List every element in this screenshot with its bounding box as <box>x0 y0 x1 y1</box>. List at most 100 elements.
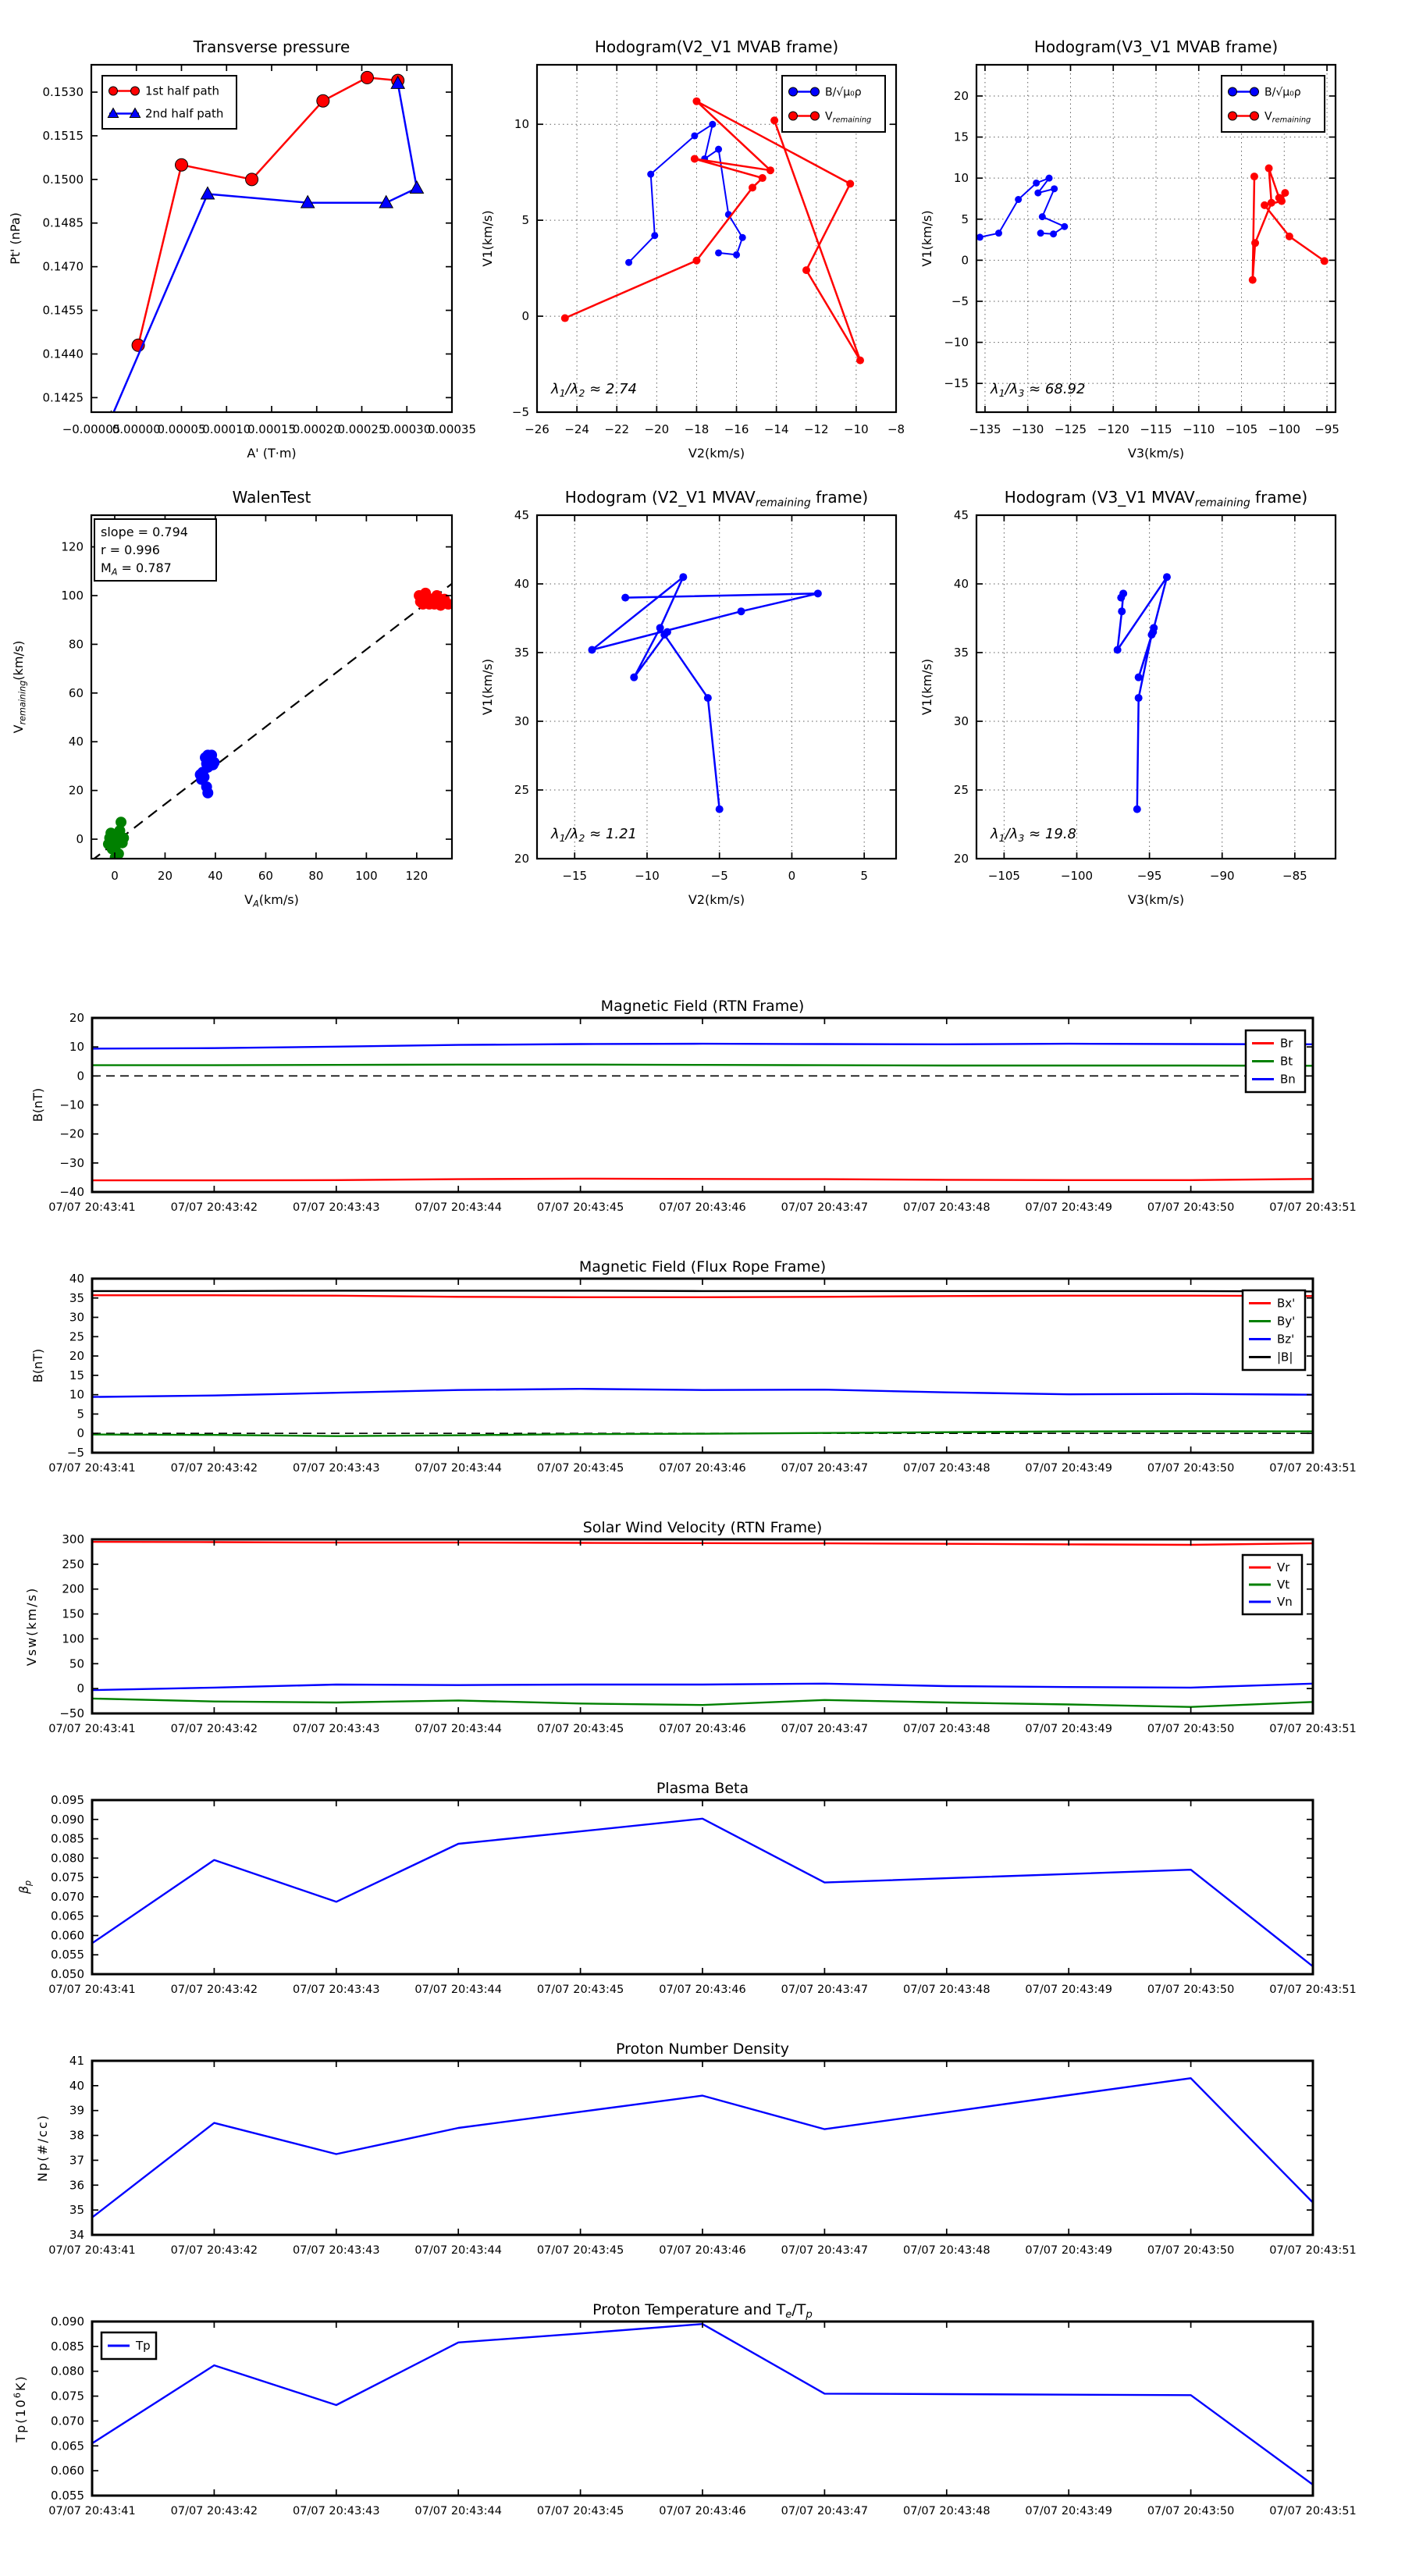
y-tick-label: 0.1485 <box>43 216 84 230</box>
x-tick-label: 07/07 20:43:48 <box>903 2505 991 2517</box>
y-tick-label: 300 <box>62 1532 84 1546</box>
tick-labels: −0.000050.000000.000050.000100.000150.00… <box>43 85 477 436</box>
x-tick-label: 07/07 20:43:45 <box>537 2244 624 2257</box>
legend-label: 1st half path <box>145 84 219 98</box>
chart-hodogram-v2v1-mvab: −26 −24 −22 −20 −18 −16 −14 −12 −10 −8 −5 0 5 10 Hodog… <box>480 37 905 461</box>
y-tick-label: 200 <box>62 1582 84 1596</box>
tick-labels: 07/07 20:43:41 07/07 20:43:42 07/07 20:43:… <box>48 2314 1357 2517</box>
fit-line <box>92 582 452 859</box>
x-tick-label: −10 <box>844 422 869 436</box>
annotation-text: λ1/λ2 ≈ 1.21 <box>550 826 637 844</box>
x-tick-label: 07/07 20:43:49 <box>1025 1723 1112 1735</box>
x-tick-label: −95 <box>1314 422 1339 436</box>
x-tick-label: −22 <box>604 422 629 436</box>
y-tick-label: 0.070 <box>51 2414 84 2428</box>
x-tick-label: 0 <box>788 869 796 883</box>
ticks <box>976 514 1336 859</box>
x-tick-label: 07/07 20:43:42 <box>171 2505 258 2517</box>
series-V_remaining <box>560 97 864 365</box>
y-tick-label: 10 <box>514 117 529 131</box>
chart-title: WalenTest <box>233 488 311 507</box>
x-tick-label: −105 <box>988 869 1020 883</box>
x-tick-label: −16 <box>724 422 749 436</box>
y-tick-label: 0.050 <box>51 1967 84 1981</box>
series-2nd half path <box>109 75 425 412</box>
chart-proton-temperature: 07/07 20:43:41 07/07 20:43:42 07/07 20:43:… <box>12 2301 1357 2517</box>
legend-label: B/√μ₀ρ <box>1264 87 1301 99</box>
y-tick-label: 0.090 <box>51 2314 84 2329</box>
tick-labels: 07/07 20:43:41 07/07 20:43:42 07/07 20:43:… <box>48 1532 1357 1735</box>
y-tick-label: 0.065 <box>51 1909 84 1923</box>
y-tick-label: 0 <box>961 253 969 267</box>
legend-label: Bn <box>1280 1073 1296 1087</box>
y-tick-label: −30 <box>59 1156 84 1170</box>
y-tick-label: 20 <box>69 1349 84 1363</box>
y-tick-label: 60 <box>69 686 84 700</box>
series-Vt <box>92 1697 1313 1708</box>
axes-frame <box>535 63 898 414</box>
y-tick-label: 0.080 <box>51 2364 84 2379</box>
y-tick-label: 0.1500 <box>43 173 84 187</box>
x-tick-label: 07/07 20:43:41 <box>48 1201 136 1214</box>
x-tick-label: 07/07 20:43:42 <box>171 1984 258 1996</box>
chart-mag-field-rtn: 07/07 20:43:41 07/07 20:43:42 07/07 20:43:… <box>30 998 1357 1214</box>
tick-labels: 07/07 20:43:41 07/07 20:43:42 07/07 20:43:… <box>48 1793 1357 1996</box>
legend-label: Br <box>1280 1037 1293 1051</box>
chart-mag-field-flux-rope: 07/07 20:43:41 07/07 20:43:42 07/07 20:43:… <box>30 1258 1357 1475</box>
legend-label: Tp <box>135 2339 151 2353</box>
x-tick-label: 07/07 20:43:41 <box>48 1723 136 1735</box>
y-tick-label: 30 <box>69 1311 84 1325</box>
x-tick-label: 07/07 20:43:49 <box>1025 1984 1112 1996</box>
y-tick-label: −15 <box>944 376 969 390</box>
x-tick-label: −95 <box>1137 869 1162 883</box>
annotation-text: λ1/λ3 ≈ 19.8 <box>990 826 1076 844</box>
x-tick-label: 07/07 20:43:44 <box>414 1201 502 1214</box>
annotation: λ1/λ2 ≈ 1.21 <box>550 826 637 844</box>
y-tick-label: 38 <box>69 2129 84 2143</box>
x-tick-label: 07/07 20:43:48 <box>903 1462 991 1475</box>
annotation-text: λ1/λ3 ≈ 68.92 <box>990 381 1085 399</box>
y-tick-label: 10 <box>69 1388 84 1402</box>
y-tick-label: −5 <box>951 294 969 308</box>
y-axis-label: V1(km/s) <box>919 659 934 715</box>
axes-frame <box>91 1799 1314 1976</box>
y-tick-label: −10 <box>944 336 969 350</box>
series-V_remaining <box>1248 164 1329 284</box>
y-tick-label: 40 <box>69 2079 84 2093</box>
series-V path <box>1113 573 1171 813</box>
legend-label: 2nd half path <box>145 107 223 121</box>
x-tick-label: 07/07 20:43:43 <box>293 2505 380 2517</box>
y-tick-label: 0.1470 <box>43 260 84 274</box>
tick-labels: 07/07 20:43:41 07/07 20:43:42 07/07 20:43:… <box>48 1272 1357 1475</box>
chart-title: Hodogram(V3_V1 MVAB frame) <box>1034 37 1278 56</box>
x-tick-label: −0.00005 <box>62 422 121 436</box>
x-tick-label: 07/07 20:43:42 <box>171 1723 258 1735</box>
x-tick-label: −115 <box>1140 422 1172 436</box>
x-axis-label: V2(km/s) <box>688 892 745 907</box>
x-tick-label: 0.00025 <box>337 422 386 436</box>
x-tick-label: 07/07 20:43:44 <box>414 2244 502 2257</box>
y-tick-label: 45 <box>954 508 969 522</box>
chart-title: Hodogram (V2_V1 MVAVremaining frame) <box>565 488 868 509</box>
series-B/√μ₀ρ <box>625 120 746 266</box>
series-By' <box>92 1430 1313 1437</box>
series-Np <box>92 2077 1313 2218</box>
y-tick-label: 40 <box>69 735 84 749</box>
series-outbound cluster <box>414 587 452 611</box>
y-axis-label: V1(km/s) <box>480 659 495 715</box>
x-tick-label: −18 <box>685 422 710 436</box>
x-tick-label: 07/07 20:43:51 <box>1269 1462 1357 1475</box>
x-tick-label: −90 <box>1210 869 1235 883</box>
y-tick-label: 36 <box>69 2178 84 2192</box>
y-tick-label: 20 <box>69 784 84 798</box>
annotation-line: slope = 0.794 <box>101 525 188 539</box>
series-Vn <box>92 1682 1313 1692</box>
legend-label: Bz' <box>1277 1332 1294 1347</box>
y-tick-label: 35 <box>954 646 969 660</box>
y-tick-label: −40 <box>59 1185 84 1199</box>
y-tick-label: 0.1440 <box>43 347 84 361</box>
x-tick-label: −130 <box>1012 422 1044 436</box>
series-mid cluster <box>194 749 220 799</box>
chart-title: Proton Number Density <box>616 2041 789 2058</box>
